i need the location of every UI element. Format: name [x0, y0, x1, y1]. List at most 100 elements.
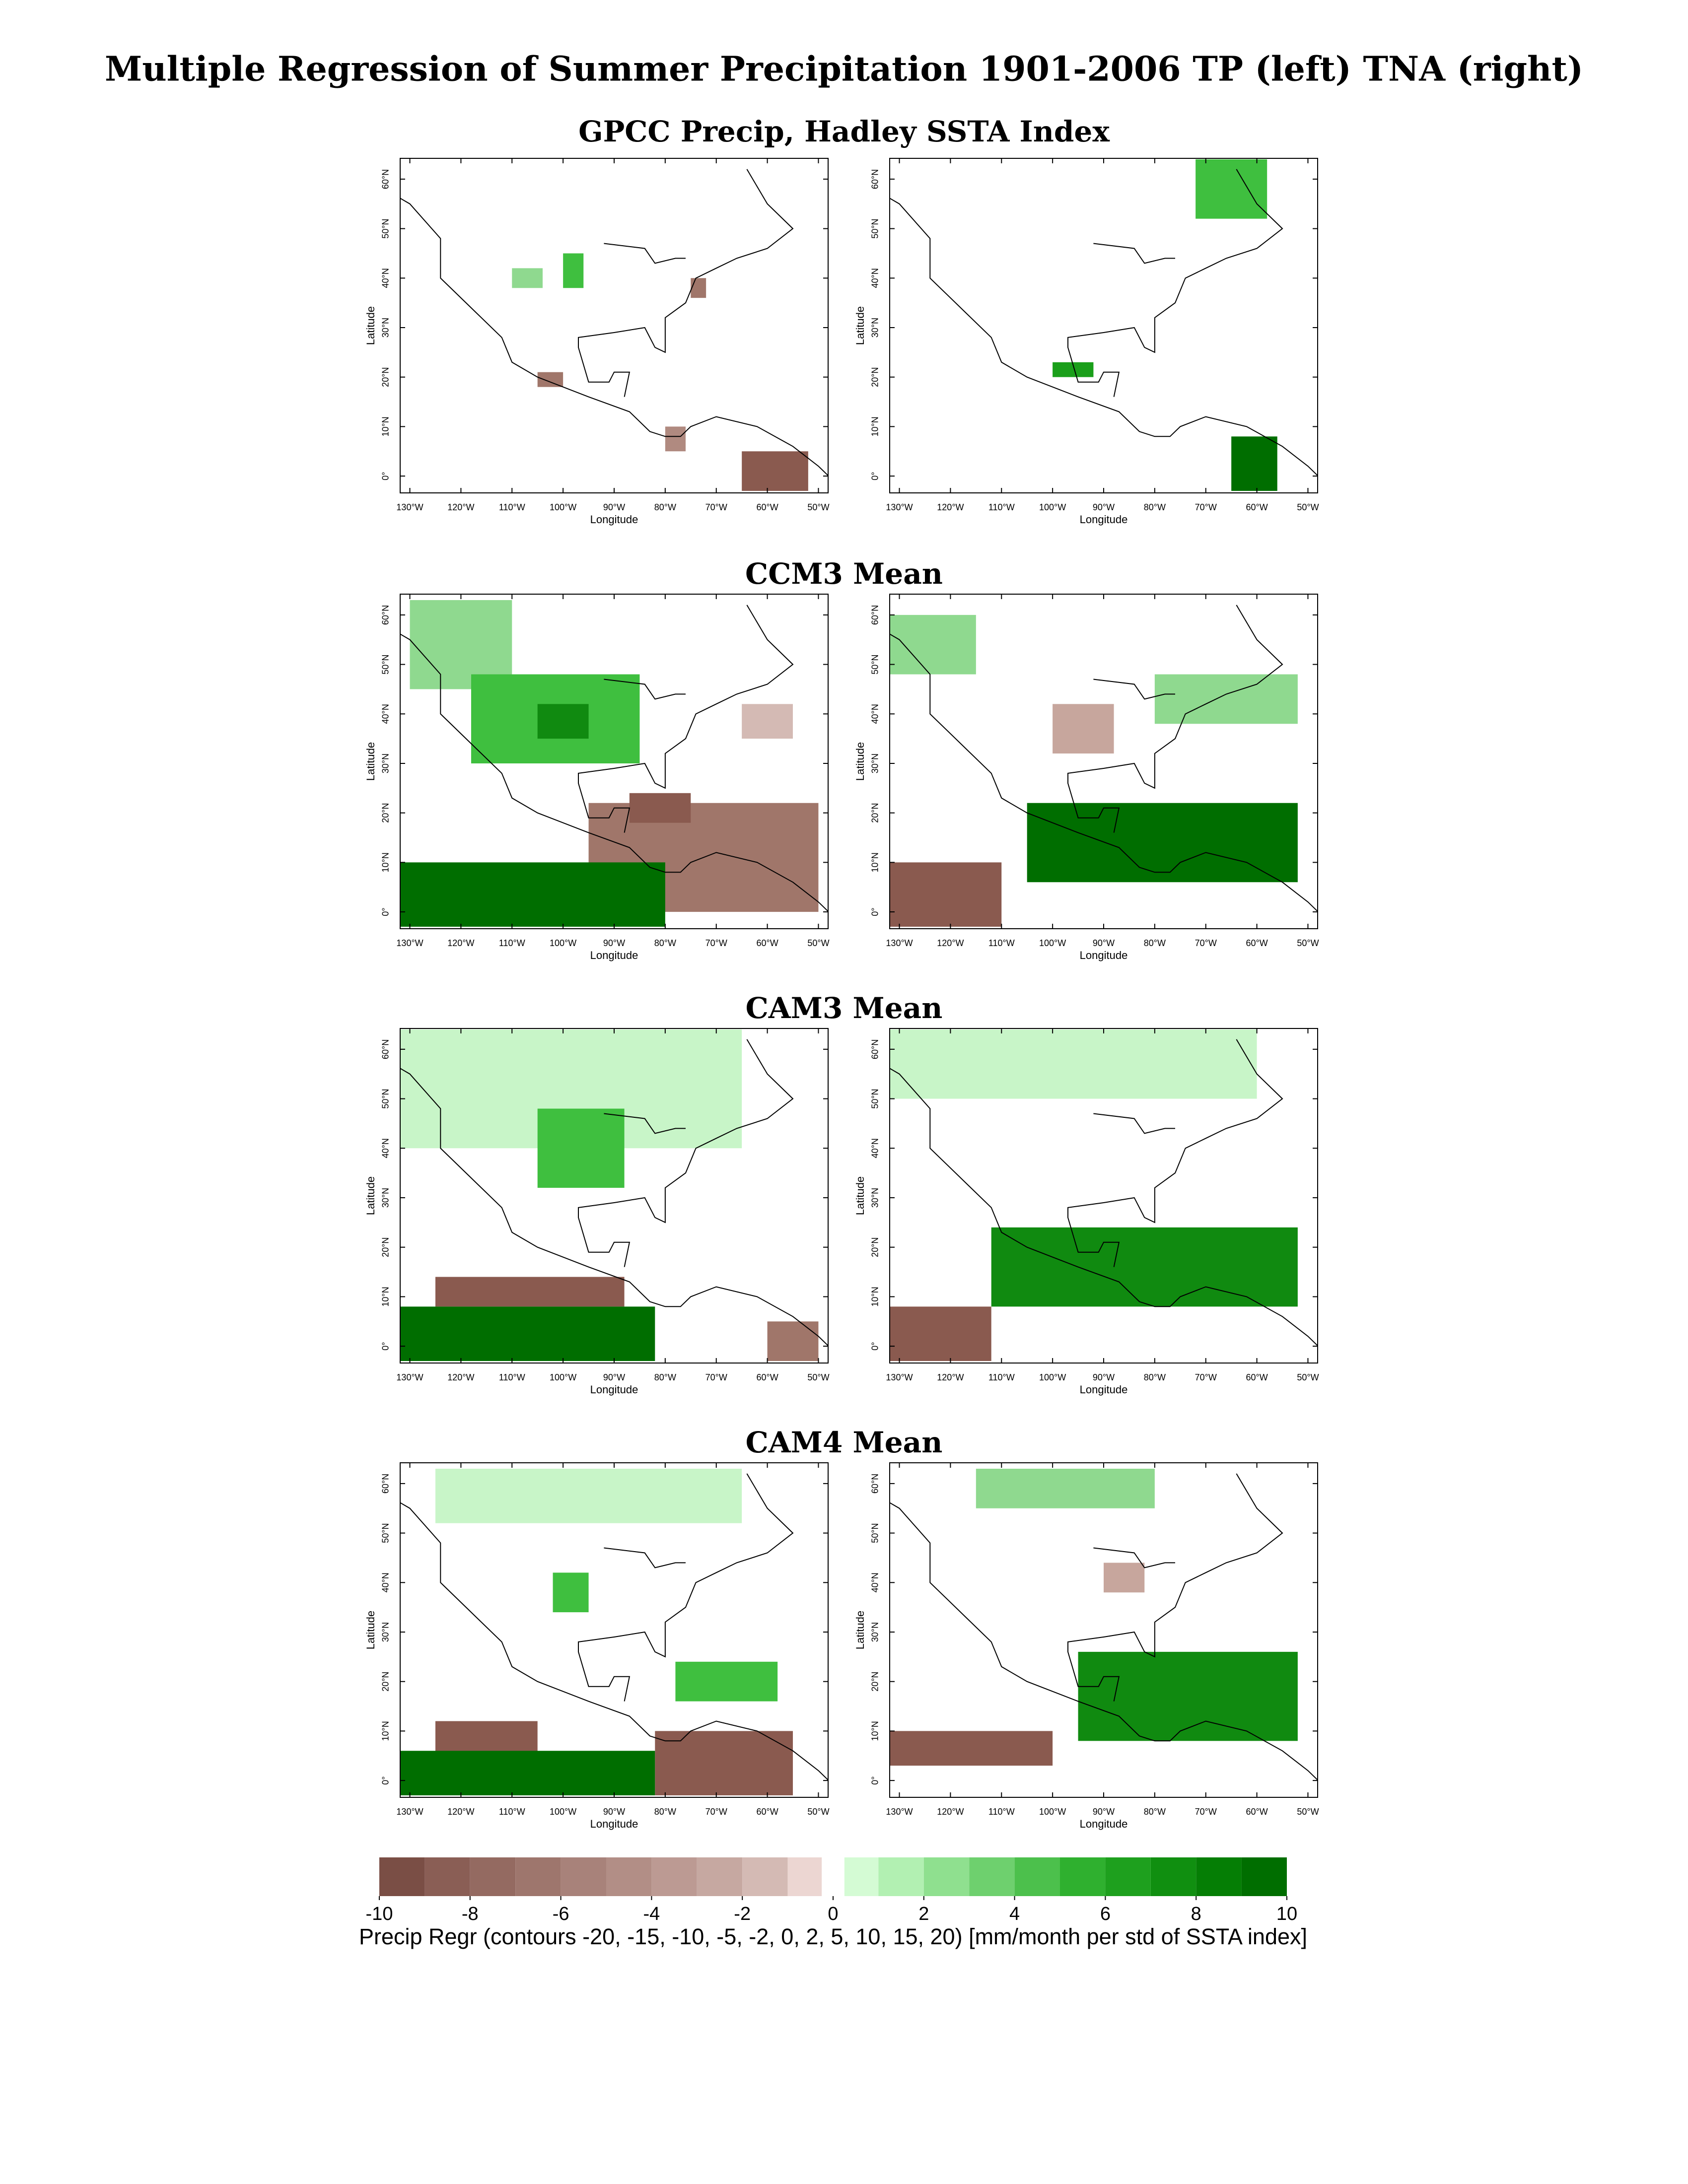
x-tick-label: 90°W: [603, 1807, 625, 1817]
shading: [767, 1321, 819, 1362]
y-axis-label: Latitude: [854, 1176, 866, 1215]
shading: [629, 793, 691, 823]
y-tick-label: 20°N: [381, 1237, 391, 1257]
colorbar-tick-label: 0: [828, 1904, 838, 1924]
x-tick-label: 130°W: [886, 1372, 913, 1382]
colorbar-tick-label: 6: [1100, 1904, 1111, 1924]
x-tick-label: 90°W: [603, 502, 625, 512]
map-panel: 130°W 120°W 110°W 100°W 90°W 80°W 70°W 60°W 50°W…: [854, 1028, 1319, 1396]
y-tick-label: 30°N: [870, 753, 880, 773]
shading: [665, 426, 686, 452]
x-tick-label: 60°W: [1246, 1807, 1267, 1817]
y-axis-label: Latitude: [364, 1176, 377, 1215]
x-tick-label: 50°W: [807, 1807, 829, 1817]
y-tick-label: 20°N: [381, 367, 391, 387]
shading: [890, 614, 976, 675]
shading: [890, 862, 1002, 927]
y-tick-label: 30°N: [381, 1188, 391, 1208]
x-tick-label: 100°W: [1039, 1807, 1066, 1817]
y-tick-label: 40°N: [870, 1138, 880, 1158]
x-tick-label: 80°W: [654, 1807, 676, 1817]
map-content: [890, 1468, 1318, 1781]
y-tick-label: 30°N: [870, 1622, 880, 1642]
shading: [435, 1277, 625, 1307]
coastline: [578, 1473, 794, 1702]
y-tick-label: 50°N: [381, 218, 391, 238]
map-content: [400, 169, 828, 491]
coastline: [890, 198, 1318, 477]
colorbar-tick-label: -6: [553, 1904, 569, 1924]
x-tick-label: 110°W: [499, 502, 525, 512]
coastline: [890, 1502, 1318, 1781]
shading: [890, 1306, 991, 1362]
x-tick-label: 70°W: [1195, 938, 1217, 948]
shading: [1104, 1563, 1145, 1593]
y-tick-label: 20°N: [870, 1672, 880, 1692]
map-panel: 130°W 120°W 110°W 100°W 90°W 80°W 70°W 60°W 50°W…: [364, 158, 830, 526]
coastline: [1093, 243, 1175, 264]
colorbar-tick-label: -2: [734, 1904, 751, 1924]
colorbar-box: [1150, 1857, 1196, 1896]
x-tick-label: 60°W: [756, 1372, 778, 1382]
y-tick-label: 20°N: [870, 1237, 880, 1257]
y-tick-label: 10°N: [381, 1721, 391, 1741]
y-axis-label: Latitude: [854, 1611, 866, 1649]
x-tick-label: 50°W: [1297, 502, 1319, 512]
x-tick-label: 80°W: [1144, 1372, 1166, 1382]
y-tick-label: 10°N: [870, 1721, 880, 1741]
shading: [742, 451, 808, 491]
map-panel: 130°W 120°W 110°W 100°W 90°W 80°W 70°W 60°W 50°W…: [364, 594, 830, 961]
x-tick-label: 90°W: [1093, 938, 1115, 948]
x-tick-label: 120°W: [937, 502, 964, 512]
y-tick-label: 40°N: [870, 704, 880, 724]
x-tick-label: 110°W: [988, 1807, 1015, 1817]
x-tick-label: 80°W: [1144, 502, 1166, 512]
x-axis-label: Longitude: [1080, 1383, 1128, 1396]
x-tick-label: 110°W: [988, 502, 1015, 512]
x-tick-label: 90°W: [1093, 502, 1115, 512]
y-tick-label: 60°N: [381, 605, 391, 625]
x-tick-label: 120°W: [447, 1807, 474, 1817]
shading: [400, 1306, 655, 1362]
coastline: [1067, 605, 1283, 833]
x-tick-label: 60°W: [756, 1807, 778, 1817]
y-tick-label: 50°N: [870, 654, 880, 674]
x-tick-label: 130°W: [886, 938, 913, 948]
y-tick-label: 0°: [870, 1342, 880, 1350]
x-tick-label: 50°W: [807, 1372, 829, 1382]
y-tick-label: 40°N: [381, 1572, 391, 1592]
colorbar-box: [651, 1857, 697, 1896]
map-content: [890, 1029, 1318, 1362]
y-tick-label: 50°N: [381, 1523, 391, 1543]
map-content: [400, 1468, 828, 1796]
y-tick-label: 50°N: [381, 1089, 391, 1108]
coastline: [400, 1502, 828, 1781]
shading: [435, 1468, 742, 1523]
x-tick-label: 50°W: [807, 938, 829, 948]
x-tick-label: 120°W: [447, 1372, 474, 1382]
y-tick-label: 50°N: [870, 1523, 880, 1543]
map-panel: 130°W 120°W 110°W 100°W 90°W 80°W 70°W 60°W 50°W…: [364, 1028, 830, 1396]
shading: [1053, 704, 1114, 754]
x-tick-label: 50°W: [807, 502, 829, 512]
colorbar-label: Precip Regr (contours -20, -15, -10, -5,…: [359, 1924, 1307, 1949]
colorbar-box: [561, 1857, 606, 1896]
y-tick-label: 20°N: [381, 1672, 391, 1692]
y-tick-label: 0°: [381, 1342, 391, 1350]
colorbar-box: [1241, 1857, 1287, 1896]
shading: [537, 1108, 625, 1188]
colorbar-box: [969, 1857, 1015, 1896]
y-tick-label: 40°N: [870, 1572, 880, 1592]
colorbar-box: [923, 1857, 970, 1896]
shading: [742, 704, 793, 739]
row-title: CAM3 Mean: [746, 991, 943, 1025]
y-tick-label: 50°N: [870, 1089, 880, 1108]
x-axis-label: Longitude: [590, 1818, 638, 1830]
shading: [675, 1661, 778, 1702]
map-panel: 130°W 120°W 110°W 100°W 90°W 80°W 70°W 60°W 50°W…: [854, 158, 1319, 526]
colorbar-box: [606, 1857, 652, 1896]
x-tick-label: 100°W: [1039, 502, 1066, 512]
shading: [435, 1721, 538, 1756]
colorbar-tick-label: 2: [918, 1904, 929, 1924]
